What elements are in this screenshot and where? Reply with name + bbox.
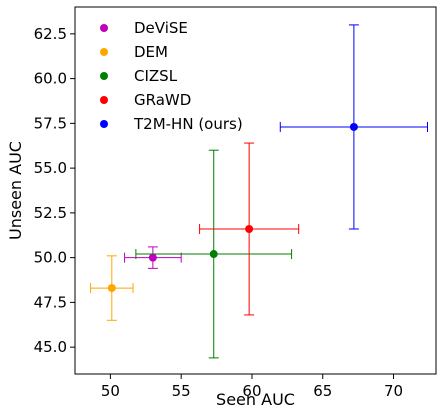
- data-point: [349, 122, 358, 131]
- series-layer: [90, 24, 429, 359]
- y-tick-label: 52.5: [34, 204, 67, 222]
- series-2: [135, 149, 293, 359]
- data-point: [107, 284, 116, 293]
- legend-label: T2M-HN (ours): [133, 115, 243, 133]
- legend-label: CIZSL: [134, 67, 178, 85]
- legend-marker: [100, 120, 108, 128]
- legend-marker: [100, 24, 108, 32]
- x-tick-label: 55: [172, 382, 191, 400]
- legend-item: GRaWD: [100, 91, 191, 109]
- legend: DeViSE DEM CIZSL GRaWD T2M-HN (ours): [100, 19, 243, 133]
- x-tick-label: 60: [242, 382, 261, 400]
- legend-item: DeViSE: [100, 19, 188, 37]
- y-tick-label: 60.0: [34, 70, 67, 88]
- legend-label: DEM: [134, 43, 168, 61]
- data-point: [148, 253, 157, 262]
- series-1: [90, 255, 134, 321]
- x-tick-label: 70: [384, 382, 403, 400]
- y-tick-label: 55.0: [34, 159, 67, 177]
- y-tick-label: 62.5: [34, 25, 67, 43]
- series-3: [199, 142, 300, 316]
- x-axis-label: Seen AUC: [216, 390, 295, 409]
- series-4: [279, 24, 429, 230]
- data-point: [209, 250, 218, 259]
- y-tick-label: 47.5: [34, 293, 67, 311]
- legend-marker: [100, 96, 108, 104]
- y-axis: 45.0 47.5 50.0 52.5 55.0 57.5 60.0 62.5: [34, 25, 75, 356]
- series-0: [124, 246, 182, 269]
- y-tick-label: 50.0: [34, 249, 67, 267]
- legend-marker: [100, 72, 108, 80]
- legend-item: DEM: [100, 43, 168, 61]
- legend-item: T2M-HN (ours): [100, 115, 243, 133]
- plot-frame: [74, 6, 437, 375]
- legend-item: CIZSL: [100, 67, 178, 85]
- x-tick-label: 50: [101, 382, 120, 400]
- legend-marker: [100, 48, 108, 56]
- legend-label: DeViSE: [134, 19, 188, 37]
- x-axis: 50 55 60 65 70: [101, 374, 403, 400]
- y-tick-label: 45.0: [34, 338, 67, 356]
- legend-label: GRaWD: [134, 91, 191, 109]
- x-tick-label: 65: [313, 382, 332, 400]
- plot-border: [74, 6, 437, 375]
- y-tick-label: 57.5: [34, 114, 67, 132]
- data-point: [245, 224, 254, 233]
- y-axis-label: Unseen AUC: [6, 141, 25, 240]
